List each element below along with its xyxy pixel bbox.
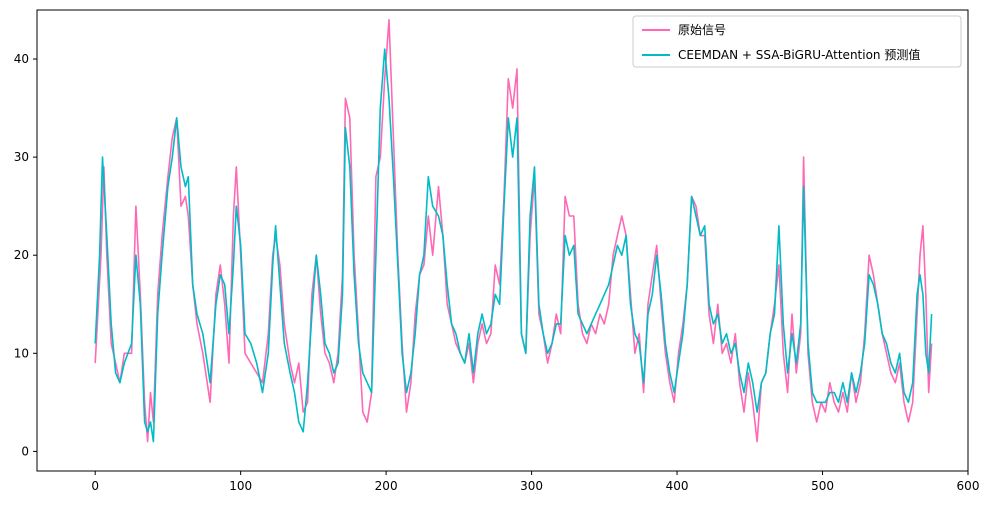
y-tick-label: 40 xyxy=(14,52,29,66)
y-tick-label: 10 xyxy=(14,346,29,360)
y-tick-label: 30 xyxy=(14,150,29,164)
x-tick-label: 500 xyxy=(811,479,834,493)
x-tick-label: 200 xyxy=(375,479,398,493)
legend-label-prediction: CEEMDAN + SSA-BiGRU-Attention 预测值 xyxy=(678,47,920,62)
x-tick-label: 600 xyxy=(957,479,980,493)
y-tick-label: 20 xyxy=(14,248,29,262)
series-line-prediction xyxy=(94,48,933,443)
legend: 原始信号 CEEMDAN + SSA-BiGRU-Attention 预测值 xyxy=(632,15,962,68)
x-tick-label: 400 xyxy=(666,479,689,493)
y-axis-ticks: 0 10 20 30 40 xyxy=(14,52,37,458)
x-tick-label: 0 xyxy=(91,479,99,493)
x-tick-label: 300 xyxy=(520,479,543,493)
legend-box xyxy=(632,15,962,68)
plot-frame xyxy=(36,9,969,472)
plot-lines xyxy=(94,18,933,443)
x-tick-label: 100 xyxy=(229,479,252,493)
x-axis-ticks: 0 100 200 300 400 500 600 xyxy=(91,471,979,493)
y-tick-label: 0 xyxy=(21,444,29,458)
legend-label-original-signal: 原始信号 xyxy=(678,23,726,37)
